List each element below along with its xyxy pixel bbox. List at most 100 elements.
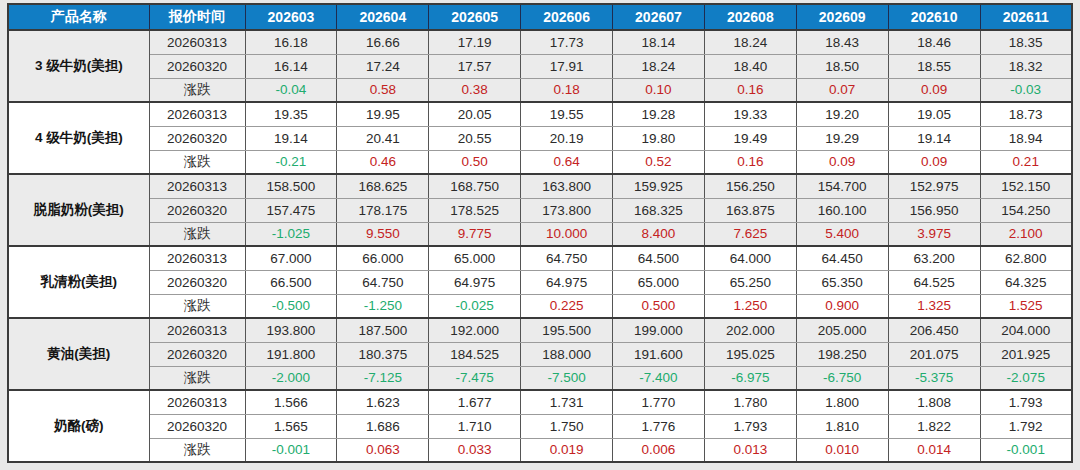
price-value-cell: 156.250	[704, 174, 796, 198]
price-value-cell: 18.35	[980, 30, 1072, 54]
contract-month-column-header: 202607	[613, 4, 705, 30]
table-row: 乳清粉(美担)2026031367.00066.00065.00064.7506…	[8, 246, 1072, 270]
change-value-cell: 0.225	[521, 294, 613, 318]
change-value-cell: 0.019	[521, 438, 613, 462]
change-value-cell: -0.21	[245, 150, 337, 174]
table-row: 2026032066.50064.75064.97564.97565.00065…	[8, 270, 1072, 294]
price-value-cell: 204.000	[980, 318, 1072, 342]
quote-time-column-header: 报价时间	[149, 4, 245, 30]
price-value-cell: 16.66	[337, 30, 429, 54]
price-value-cell: 20.19	[521, 126, 613, 150]
change-row-label-cell: 涨跌	[149, 366, 245, 390]
price-value-cell: 193.800	[245, 318, 337, 342]
price-value-cell: 64.750	[521, 246, 613, 270]
price-value-cell: 18.40	[704, 54, 796, 78]
price-value-cell: 168.750	[429, 174, 521, 198]
price-value-cell: 1.731	[521, 390, 613, 414]
price-table-container: 产品名称报价时间20260320260420260520260620260720…	[0, 0, 1080, 463]
price-value-cell: 17.57	[429, 54, 521, 78]
price-value-cell: 17.24	[337, 54, 429, 78]
price-value-cell: 18.14	[613, 30, 705, 54]
price-value-cell: 19.29	[796, 126, 888, 150]
price-value-cell: 1.677	[429, 390, 521, 414]
change-value-cell: 5.400	[796, 222, 888, 246]
price-value-cell: 1.822	[888, 414, 980, 438]
change-value-cell: 0.52	[613, 150, 705, 174]
change-value-cell: -6.750	[796, 366, 888, 390]
quote-date-cell: 20260320	[149, 198, 245, 222]
price-value-cell: 163.800	[521, 174, 613, 198]
table-row: 20260320191.800180.375184.525188.000191.…	[8, 342, 1072, 366]
change-value-cell: 2.100	[980, 222, 1072, 246]
price-value-cell: 157.475	[245, 198, 337, 222]
price-value-cell: 1.776	[613, 414, 705, 438]
change-row-label-cell: 涨跌	[149, 438, 245, 462]
price-value-cell: 17.19	[429, 30, 521, 54]
change-value-cell: 0.58	[337, 78, 429, 102]
price-value-cell: 1.565	[245, 414, 337, 438]
change-value-cell: 0.07	[796, 78, 888, 102]
change-value-cell: 1.325	[888, 294, 980, 318]
quote-date-cell: 20260313	[149, 246, 245, 270]
quote-date-cell: 20260320	[149, 270, 245, 294]
price-value-cell: 66.500	[245, 270, 337, 294]
change-value-cell: 9.775	[429, 222, 521, 246]
change-value-cell: -5.375	[888, 366, 980, 390]
table-row: 20260320157.475178.175178.525173.800168.…	[8, 198, 1072, 222]
price-value-cell: 64.525	[888, 270, 980, 294]
price-value-cell: 64.000	[704, 246, 796, 270]
change-value-cell: 0.21	[980, 150, 1072, 174]
table-row: 4 级牛奶(美担)2026031319.3519.9520.0519.5519.…	[8, 102, 1072, 126]
price-value-cell: 64.325	[980, 270, 1072, 294]
change-value-cell: 0.18	[521, 78, 613, 102]
change-value-cell: 0.16	[704, 78, 796, 102]
price-value-cell: 202.000	[704, 318, 796, 342]
price-value-cell: 18.24	[704, 30, 796, 54]
table-row: 涨跌-1.0259.5509.77510.0008.4007.6255.4003…	[8, 222, 1072, 246]
table-row: 2026032016.1417.2417.5717.9118.2418.4018…	[8, 54, 1072, 78]
price-value-cell: 19.20	[796, 102, 888, 126]
price-value-cell: 19.49	[704, 126, 796, 150]
price-value-cell: 18.32	[980, 54, 1072, 78]
price-value-cell: 66.000	[337, 246, 429, 270]
quote-date-cell: 20260313	[149, 102, 245, 126]
header-row: 产品名称报价时间20260320260420260520260620260720…	[8, 4, 1072, 30]
price-value-cell: 195.500	[521, 318, 613, 342]
price-value-cell: 1.686	[337, 414, 429, 438]
product-name-cell: 脱脂奶粉(美担)	[8, 174, 149, 246]
price-value-cell: 64.750	[337, 270, 429, 294]
contract-month-column-header: 202611	[980, 4, 1072, 30]
change-value-cell: 10.000	[521, 222, 613, 246]
change-row-label-cell: 涨跌	[149, 78, 245, 102]
price-value-cell: 16.18	[245, 30, 337, 54]
price-value-cell: 178.525	[429, 198, 521, 222]
quote-date-cell: 20260320	[149, 126, 245, 150]
change-value-cell: -2.075	[980, 366, 1072, 390]
contract-month-column-header: 202606	[521, 4, 613, 30]
change-value-cell: 0.900	[796, 294, 888, 318]
change-value-cell: -0.001	[980, 438, 1072, 462]
price-value-cell: 1.810	[796, 414, 888, 438]
quote-date-cell: 20260313	[149, 318, 245, 342]
quote-date-cell: 20260313	[149, 30, 245, 54]
table-row: 涨跌-0.040.580.380.180.100.160.070.09-0.03	[8, 78, 1072, 102]
price-value-cell: 19.14	[888, 126, 980, 150]
table-row: 脱脂奶粉(美担)20260313158.500168.625168.750163…	[8, 174, 1072, 198]
price-value-cell: 18.73	[980, 102, 1072, 126]
table-row: 黄油(美担)20260313193.800187.500192.000195.5…	[8, 318, 1072, 342]
price-value-cell: 163.875	[704, 198, 796, 222]
price-value-cell: 1.780	[704, 390, 796, 414]
price-value-cell: 18.46	[888, 30, 980, 54]
price-value-cell: 18.43	[796, 30, 888, 54]
price-value-cell: 64.500	[613, 246, 705, 270]
price-value-cell: 63.200	[888, 246, 980, 270]
change-value-cell: 1.525	[980, 294, 1072, 318]
change-value-cell: -0.500	[245, 294, 337, 318]
change-value-cell: -0.04	[245, 78, 337, 102]
price-value-cell: 20.05	[429, 102, 521, 126]
product-name-cell: 4 级牛奶(美担)	[8, 102, 149, 174]
product-column-header: 产品名称	[8, 4, 149, 30]
price-value-cell: 206.450	[888, 318, 980, 342]
price-value-cell: 192.000	[429, 318, 521, 342]
price-value-cell: 180.375	[337, 342, 429, 366]
